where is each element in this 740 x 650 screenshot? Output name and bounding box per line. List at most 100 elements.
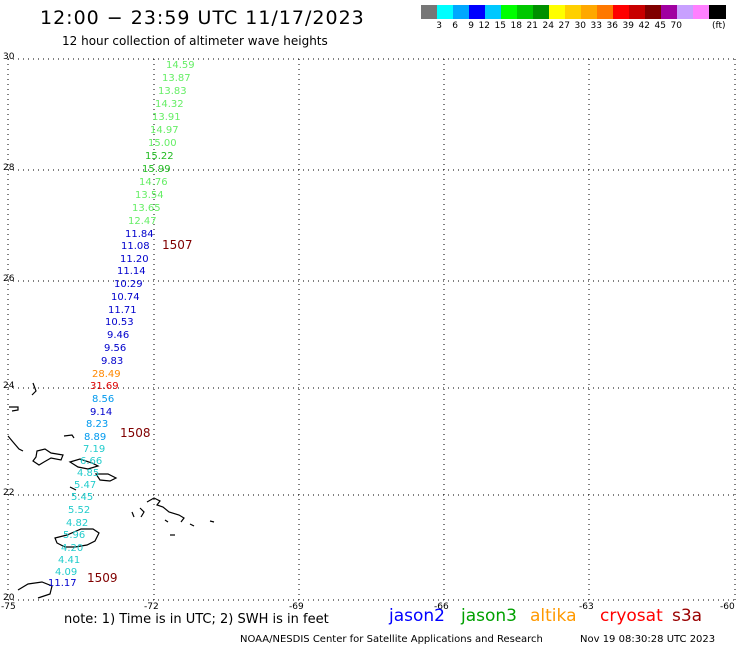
scale-label: 33 — [590, 21, 602, 31]
wave-height-value: 14.59 — [166, 60, 195, 71]
scale-label: 12 — [478, 21, 490, 31]
scale-swatch — [565, 5, 582, 19]
scale-swatch — [597, 5, 614, 19]
wave-height-value: 5.45 — [71, 492, 94, 503]
scale-label: 30 — [574, 21, 586, 31]
wave-height-value: 4.20 — [61, 543, 84, 554]
wave-height-value: 4.85 — [77, 468, 100, 479]
lon-label: -75 — [1, 602, 16, 612]
scale-label: 45 — [654, 21, 666, 31]
wave-height-value: 14.97 — [150, 125, 179, 136]
map-title: 12:00 − 23:59 UTC 11/17/2023 — [40, 7, 365, 29]
scale-swatch — [453, 5, 470, 19]
scale-swatch — [709, 5, 726, 19]
lon-label: -72 — [144, 602, 159, 612]
wave-height-value: 11.14 — [117, 266, 146, 277]
wave-height-value: 15.00 — [148, 138, 177, 149]
scale-swatch — [693, 5, 710, 19]
scale-label: 3 — [436, 21, 442, 31]
wave-height-value: 11.71 — [108, 305, 137, 316]
wave-height-value: 12.47 — [128, 216, 157, 227]
satellite-cryosat: cryosat — [600, 606, 663, 626]
track-id-label: 1509 — [87, 571, 118, 585]
scale-swatch — [661, 5, 678, 19]
wave-height-value: 14.32 — [155, 99, 184, 110]
scale-swatch — [645, 5, 662, 19]
wave-height-value: 9.14 — [90, 407, 113, 418]
scale-swatch — [629, 5, 646, 19]
scale-swatch — [501, 5, 518, 19]
lat-label: 20 — [3, 593, 15, 603]
scale-label: 36 — [606, 21, 618, 31]
wave-height-value: 4.41 — [58, 555, 81, 566]
lon-label: -69 — [289, 602, 304, 612]
lon-label: -60 — [720, 602, 735, 612]
wave-height-value: 9.83 — [101, 356, 124, 367]
wave-height-value: 9.56 — [104, 343, 127, 354]
track-id-label: 1508 — [120, 426, 151, 440]
scale-label: 42 — [638, 21, 650, 31]
wave-height-value: 13.54 — [135, 190, 164, 201]
wave-height-value: 8.56 — [92, 394, 115, 405]
footer-note: note: 1) Time is in UTC; 2) SWH is in fe… — [64, 612, 329, 627]
scale-label: 18 — [510, 21, 522, 31]
scale-swatch — [485, 5, 502, 19]
wave-height-value: 13.65 — [132, 203, 161, 214]
scale-swatch — [421, 5, 438, 19]
wave-height-value: 10.53 — [105, 317, 134, 328]
scale-label: 6 — [452, 21, 458, 31]
wave-height-value: 8.23 — [86, 419, 109, 430]
wave-height-value: 13.87 — [162, 73, 191, 84]
wave-height-value: 11.17 — [48, 578, 77, 589]
lat-lon-grid — [7, 58, 736, 601]
lat-label: 24 — [3, 381, 15, 391]
wave-height-value: 13.83 — [158, 86, 187, 97]
wave-height-value: 15.22 — [145, 151, 174, 162]
wave-height-value: 10.74 — [111, 292, 140, 303]
scale-swatch — [549, 5, 566, 19]
wave-height-value: 7.19 — [83, 444, 106, 455]
lat-label: 22 — [3, 488, 15, 498]
wave-height-value: 4.09 — [55, 567, 78, 578]
wave-height-value: 14.76 — [139, 177, 168, 188]
wave-height-value: 5.96 — [63, 530, 86, 541]
scale-swatch — [677, 5, 694, 19]
satellite-s3a: s3a — [672, 606, 703, 626]
scale-swatch — [517, 5, 534, 19]
scale-label: 27 — [558, 21, 570, 31]
scale-swatch — [533, 5, 550, 19]
scale-label: 39 — [622, 21, 634, 31]
lat-label: 30 — [3, 52, 15, 62]
wave-height-value: 11.20 — [120, 254, 149, 265]
wave-height-value: 31.69 — [90, 381, 119, 392]
scale-label: 70 — [670, 21, 682, 31]
wave-height-value: 5.47 — [74, 480, 97, 491]
lon-label: -66 — [434, 602, 449, 612]
satellite-jason3: jason3 — [461, 606, 517, 626]
coastline-islands — [7, 382, 215, 599]
scale-label: 9 — [468, 21, 474, 31]
scale-unit: (ft) — [712, 21, 726, 31]
lat-label: 26 — [3, 274, 15, 284]
scale-swatch — [469, 5, 486, 19]
scale-swatch — [437, 5, 454, 19]
satellite-altika: altika — [530, 606, 577, 626]
wave-height-value: 4.82 — [66, 518, 89, 529]
lon-label: -63 — [579, 602, 594, 612]
wave-height-value: 6.66 — [80, 456, 103, 467]
scale-label: 24 — [542, 21, 554, 31]
satellite-jason2: jason2 — [389, 606, 445, 626]
wave-height-value: 10.29 — [114, 279, 143, 290]
map-subtitle: 12 hour collection of altimeter wave hei… — [62, 34, 328, 48]
track-id-label: 1507 — [162, 238, 193, 252]
generation-timestamp: Nov 19 08:30:28 UTC 2023 — [580, 634, 716, 645]
wave-height-value: 13.91 — [152, 112, 181, 123]
scale-swatch — [613, 5, 630, 19]
wave-height-value: 5.52 — [68, 505, 91, 516]
lat-label: 28 — [3, 163, 15, 173]
credit-line: NOAA/NESDIS Center for Satellite Applica… — [240, 634, 543, 645]
scale-label: 21 — [526, 21, 538, 31]
wave-height-value: 8.89 — [84, 432, 107, 443]
wave-height-value: 9.46 — [107, 330, 130, 341]
